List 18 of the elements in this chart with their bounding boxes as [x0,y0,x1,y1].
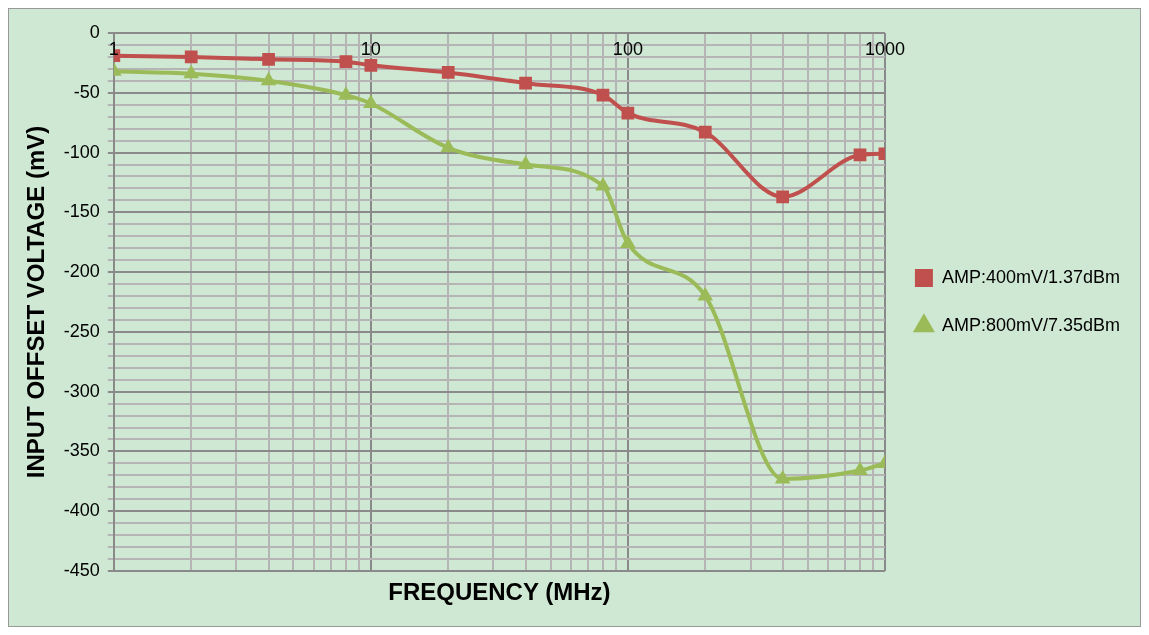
x-axis-title: FREQUENCY (MHz) [388,577,611,605]
x-tick-label: 10 [360,38,381,59]
y-tick-label: -450 [63,559,100,580]
legend-label: AMP:800mV/7.35dBm [941,314,1121,335]
x-tick-label: 100 [612,38,643,59]
y-tick-label: -50 [73,81,100,102]
y-tick-label: -100 [63,141,100,162]
y-tick-label: -250 [63,320,100,341]
y-axis-title: INPUT OFFSET VOLTAGE (mV) [22,125,50,479]
x-tick-label: 1 [108,38,119,59]
y-tick-label: -400 [63,500,100,521]
y-tick-label: 0 [89,21,100,42]
y-tick-label: -150 [63,201,100,222]
y-tick-label: -200 [63,261,100,282]
y-tick-label: -350 [63,440,100,461]
x-tick-label: 1000 [864,38,905,59]
y-tick-label: -300 [63,380,100,401]
legend-label: AMP:400mV/1.37dBm [941,266,1121,287]
